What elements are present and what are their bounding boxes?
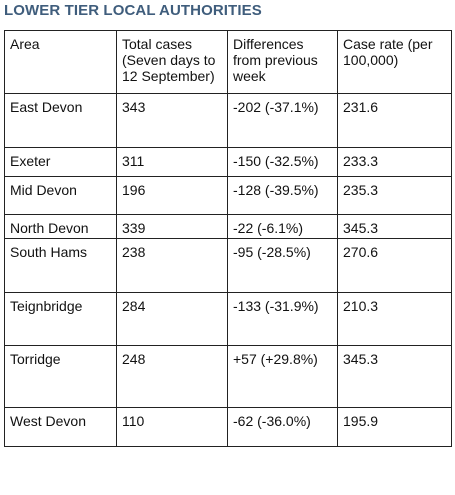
cell-case-rate: 210.3 [337,292,452,346]
page-title: LOWER TIER LOCAL AUTHORITIES [4,2,262,19]
table-row: North Devon 339 -22 (-6.1%) 345.3 [4,214,452,239]
cell-area: Teignbridge [4,292,117,346]
cell-total-cases: 284 [116,292,228,346]
header-case-rate: Case rate (per 100,000) [337,30,452,94]
cell-area: West Devon [4,407,117,447]
cell-difference: -62 (-36.0%) [227,407,338,447]
table-row: South Hams 238 -95 (-28.5%) 270.6 [4,238,452,293]
cell-area: South Hams [4,238,117,293]
cell-total-cases: 311 [116,147,228,177]
cell-area: East Devon [4,93,117,148]
cell-case-rate: 270.6 [337,238,452,293]
cell-difference: -22 (-6.1%) [227,214,338,239]
cell-total-cases: 339 [116,214,228,239]
cell-case-rate: 195.9 [337,407,452,447]
cell-case-rate: 235.3 [337,176,452,215]
cell-difference: -95 (-28.5%) [227,238,338,293]
header-total-cases: Total cases (Seven days to 12 September) [116,30,228,94]
cell-total-cases: 248 [116,345,228,408]
table-row: Exeter 311 -150 (-32.5%) 233.3 [4,147,452,177]
table-header-row: Area Total cases (Seven days to 12 Septe… [4,30,452,94]
cell-total-cases: 110 [116,407,228,447]
cell-case-rate: 345.3 [337,214,452,239]
cell-difference: -128 (-39.5%) [227,176,338,215]
table-row: East Devon 343 -202 (-37.1%) 231.6 [4,93,452,148]
cell-difference: +57 (+29.8%) [227,345,338,408]
cell-total-cases: 343 [116,93,228,148]
data-table: Area Total cases (Seven days to 12 Septe… [4,30,452,447]
cell-total-cases: 238 [116,238,228,293]
cell-difference: -150 (-32.5%) [227,147,338,177]
cell-area: Exeter [4,147,117,177]
header-area: Area [4,30,117,94]
cell-total-cases: 196 [116,176,228,215]
table-row: Teignbridge 284 -133 (-31.9%) 210.3 [4,292,452,346]
table-row: Torridge 248 +57 (+29.8%) 345.3 [4,345,452,408]
table-row: West Devon 110 -62 (-36.0%) 195.9 [4,407,452,447]
cell-area: North Devon [4,214,117,239]
table-row: Mid Devon 196 -128 (-39.5%) 235.3 [4,176,452,215]
header-differences: Differences from previous week [227,30,338,94]
cell-case-rate: 233.3 [337,147,452,177]
cell-area: Mid Devon [4,176,117,215]
cell-difference: -133 (-31.9%) [227,292,338,346]
cell-case-rate: 345.3 [337,345,452,408]
cell-case-rate: 231.6 [337,93,452,148]
cell-area: Torridge [4,345,117,408]
cell-difference: -202 (-37.1%) [227,93,338,148]
